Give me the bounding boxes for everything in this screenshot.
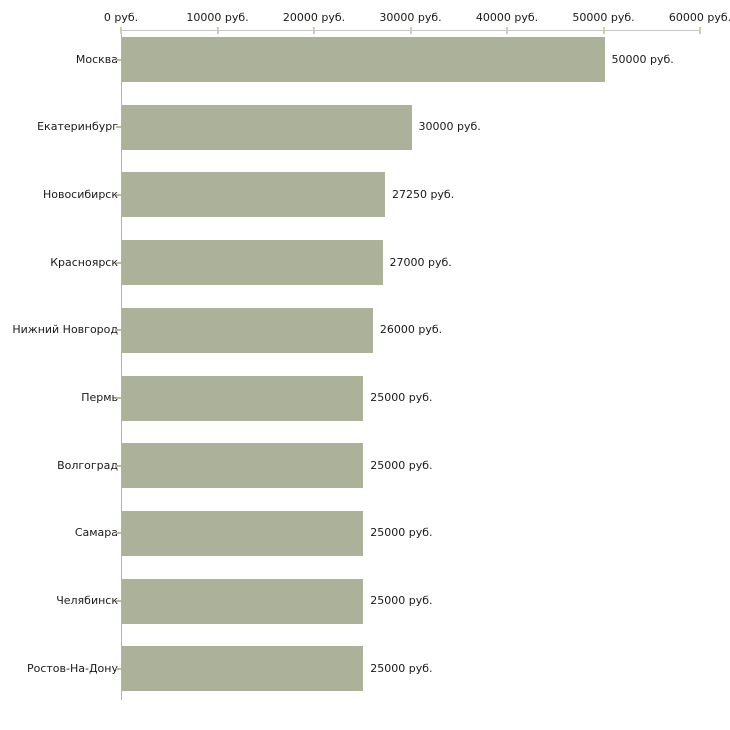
value-label-7: 25000 руб.: [370, 458, 433, 472]
x-axis-tick-label: 0 руб.: [103, 11, 139, 24]
category-label-2: Екатеринбург: [37, 120, 118, 134]
x-axis-tick-mark: [699, 27, 701, 34]
value-label-2: 30000 руб.: [418, 120, 481, 134]
bar-5: [122, 307, 373, 353]
bar-4: [122, 240, 383, 286]
x-axis-tick-label: 50000 руб.: [572, 11, 635, 24]
y-axis-tick-mark: [116, 261, 121, 264]
x-axis-tick-mark: [216, 27, 219, 34]
category-label-1: Москва: [75, 52, 118, 66]
category-label-8: Самара: [74, 526, 118, 540]
value-label-3: 27250 руб.: [391, 187, 455, 201]
x-axis-tick-label: 40000 руб.: [475, 11, 539, 24]
bar-10: [122, 646, 364, 692]
value-label-6: 25000 руб.: [370, 391, 433, 404]
y-axis-tick-mark: [116, 667, 121, 670]
bar-6: [122, 375, 364, 421]
x-axis-tick-label: 20000 руб.: [282, 11, 346, 24]
category-label-6: Пермь: [81, 391, 118, 404]
x-axis-tick-label: 60000 руб.: [668, 11, 730, 24]
bar-7: [122, 443, 364, 489]
bar-2: [122, 104, 412, 150]
x-axis-tick-label: 30000 руб.: [379, 11, 442, 24]
bar-1: [122, 37, 605, 82]
value-label-8: 25000 руб.: [370, 526, 433, 540]
value-label-9: 25000 руб.: [370, 594, 433, 608]
value-label-5: 26000 руб.: [379, 323, 443, 337]
value-label-4: 27000 руб.: [389, 255, 452, 269]
x-axis-tick-mark: [506, 27, 508, 34]
value-label-1: 50000 руб.: [611, 52, 674, 66]
y-axis-tick-mark: [116, 397, 121, 399]
y-axis-line: [121, 30, 122, 700]
value-label-10: 25000 руб.: [370, 661, 433, 675]
x-axis-tick-label: 10000 руб.: [186, 11, 249, 24]
bar-9: [122, 578, 364, 624]
category-label-5: Нижний Новгород: [12, 323, 118, 337]
category-label-10: Ростов-На-Дону: [26, 661, 118, 675]
y-axis-tick-mark: [116, 126, 121, 129]
x-axis-tick-mark: [409, 27, 412, 34]
y-axis-tick-mark: [116, 600, 121, 603]
x-axis-tick-mark: [120, 27, 122, 34]
x-axis-tick-mark: [602, 27, 605, 34]
x-axis-tick-mark: [313, 27, 315, 34]
category-label-4: Красноярск: [50, 255, 118, 269]
y-axis-tick-mark: [116, 464, 121, 467]
category-label-7: Волгоград: [57, 458, 118, 472]
bar-3: [122, 172, 385, 218]
y-axis-tick-mark: [116, 193, 121, 196]
y-axis-tick-mark: [116, 532, 121, 535]
category-label-9: Челябинск: [56, 594, 118, 608]
category-label-3: Новосибирск: [42, 187, 118, 201]
bar-8: [122, 510, 364, 556]
y-axis-tick-mark: [116, 58, 121, 61]
y-axis-tick-mark: [116, 329, 121, 332]
